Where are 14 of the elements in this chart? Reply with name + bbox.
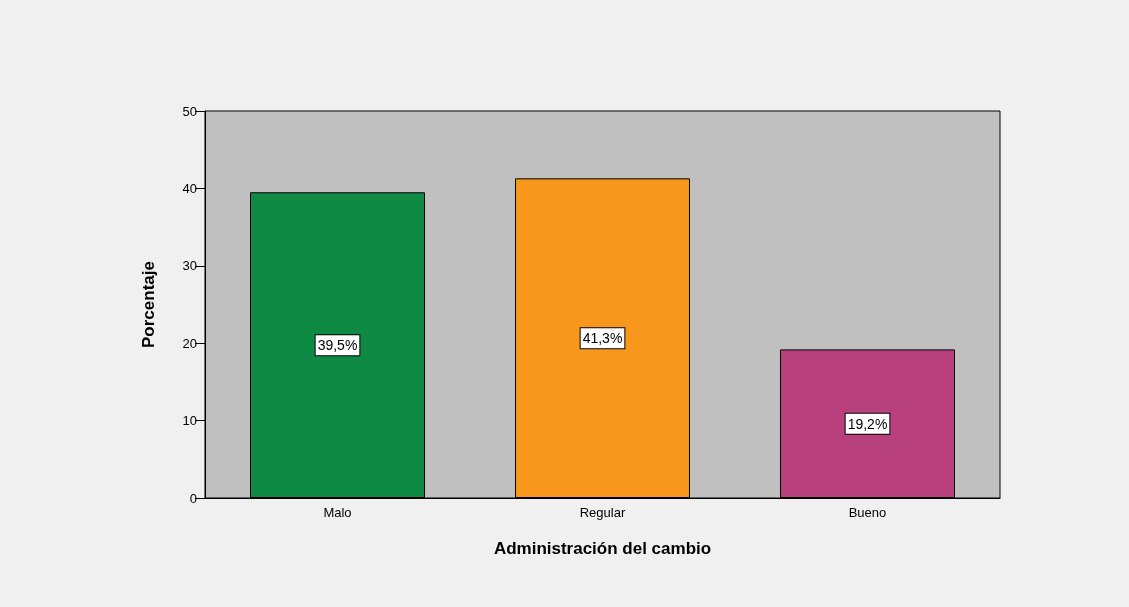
y-tick-label: 0: [189, 490, 197, 506]
y-tick-label: 10: [182, 413, 197, 429]
data-label: 19,2%: [847, 415, 888, 432]
x-tick-label: Regular: [579, 505, 626, 520]
data-label: 41,3%: [582, 330, 623, 347]
y-tick-label: 30: [182, 258, 197, 274]
x-tick-label: Malo: [323, 505, 352, 520]
data-label: 39,5%: [317, 337, 358, 354]
y-axis-title: Porcentaje: [139, 261, 158, 348]
y-tick-label: 20: [182, 335, 197, 351]
y-tick-label: 50: [182, 103, 197, 119]
y-tick-label: 40: [182, 180, 197, 196]
x-tick-label: Bueno: [848, 505, 887, 520]
x-axis-title: Administración del cambio: [493, 539, 712, 558]
